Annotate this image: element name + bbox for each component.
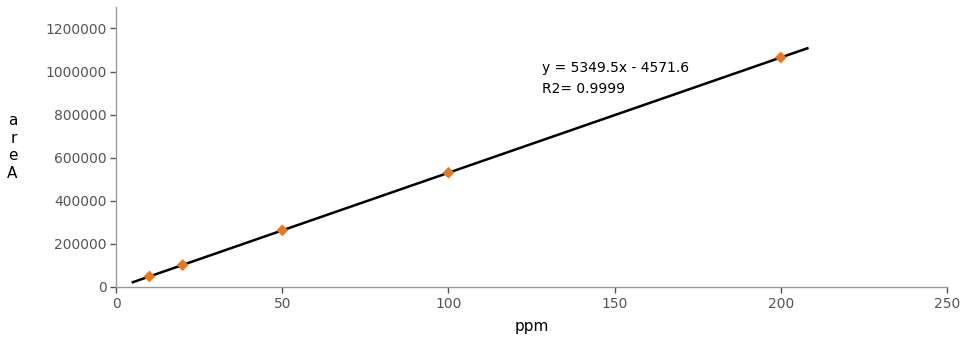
Point [175, 262, 190, 268]
X-axis label: ppm: ppm [514, 319, 548, 334]
Text: R2= 0.9999: R2= 0.9999 [542, 82, 625, 96]
Y-axis label: a
r
e
A: a r e A [7, 113, 17, 181]
Point [275, 227, 290, 233]
Point [142, 274, 158, 279]
Point [773, 55, 788, 60]
Text: y = 5349.5x - 4571.6: y = 5349.5x - 4571.6 [542, 61, 689, 75]
Point [441, 170, 456, 176]
